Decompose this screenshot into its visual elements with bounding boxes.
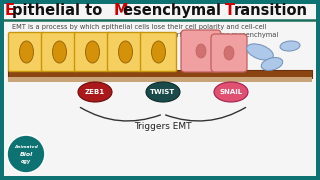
Text: T: T — [225, 3, 235, 18]
Text: ZEB1: ZEB1 — [85, 89, 105, 95]
Ellipse shape — [261, 58, 283, 70]
Ellipse shape — [52, 41, 67, 63]
Ellipse shape — [280, 41, 300, 51]
Ellipse shape — [78, 82, 112, 102]
Text: pithelial to: pithelial to — [12, 3, 108, 18]
Text: SNAIL: SNAIL — [220, 89, 243, 95]
Ellipse shape — [196, 44, 206, 58]
Text: TWIST: TWIST — [150, 89, 176, 95]
Circle shape — [7, 135, 45, 173]
Text: ransition: ransition — [234, 3, 308, 18]
Bar — [8, 77, 312, 82]
FancyBboxPatch shape — [140, 33, 177, 71]
Text: Triggers EMT: Triggers EMT — [134, 122, 192, 131]
Text: ogy: ogy — [21, 159, 31, 163]
Ellipse shape — [85, 41, 100, 63]
FancyBboxPatch shape — [211, 34, 247, 72]
FancyBboxPatch shape — [42, 33, 77, 71]
FancyBboxPatch shape — [181, 30, 221, 72]
FancyBboxPatch shape — [9, 33, 44, 71]
Ellipse shape — [118, 41, 132, 63]
Text: M: M — [114, 3, 129, 18]
Bar — [8, 70, 312, 78]
Ellipse shape — [214, 82, 248, 102]
Text: E: E — [4, 3, 14, 18]
Ellipse shape — [151, 41, 165, 63]
Ellipse shape — [247, 44, 273, 60]
Ellipse shape — [20, 41, 34, 63]
Text: Animated: Animated — [14, 145, 38, 149]
Text: esenchymal: esenchymal — [123, 3, 226, 18]
Text: Biol: Biol — [20, 152, 33, 156]
Ellipse shape — [146, 82, 180, 102]
FancyBboxPatch shape — [75, 33, 110, 71]
Ellipse shape — [224, 46, 234, 60]
Text: EMT is a process by which epithelial cells lose their cell polarity and cell-cel: EMT is a process by which epithelial cel… — [12, 24, 278, 39]
FancyBboxPatch shape — [108, 33, 143, 71]
